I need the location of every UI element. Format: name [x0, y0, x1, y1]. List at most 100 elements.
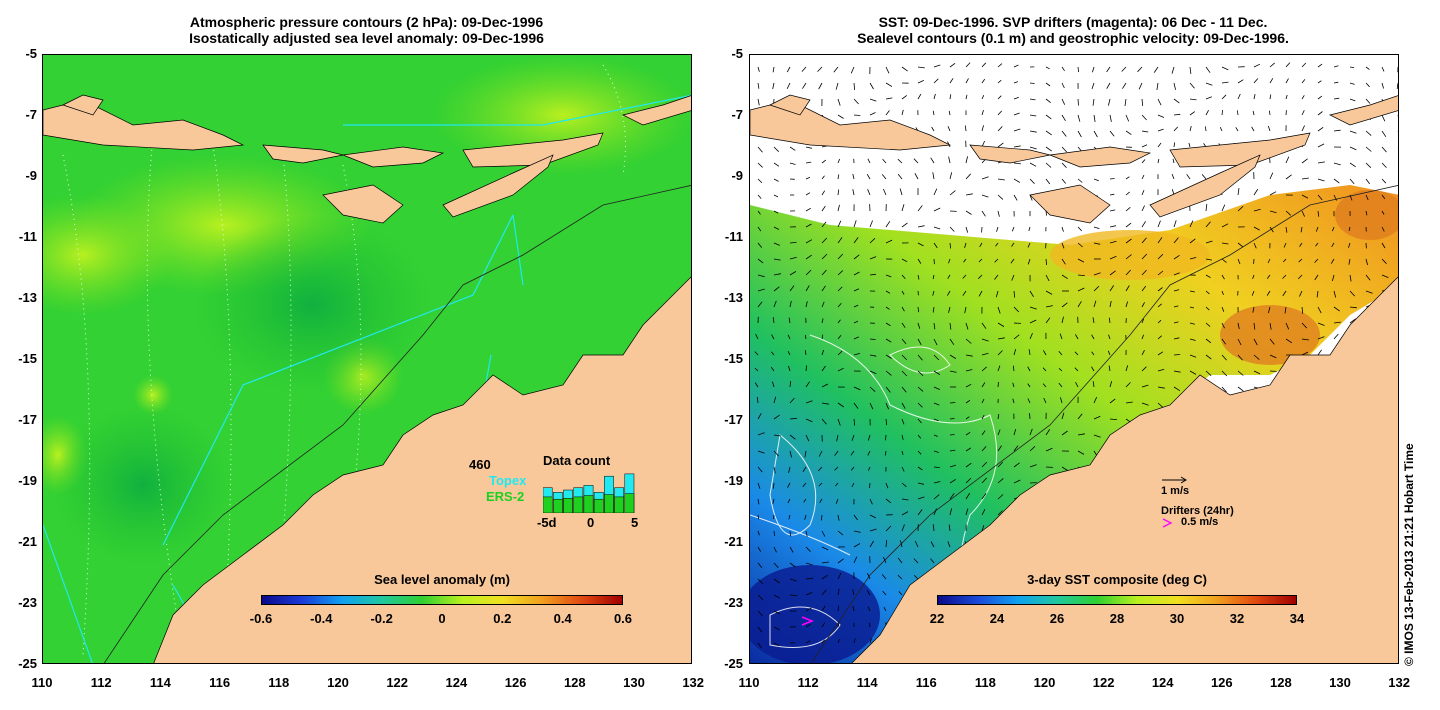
velocity-vector: [1298, 258, 1303, 263]
velocity-vector: [1027, 366, 1031, 372]
velocity-vector: [917, 306, 920, 313]
velocity-vector: [805, 418, 813, 423]
velocity-vector: [1058, 382, 1063, 388]
velocity-vector: [853, 271, 860, 276]
velocity-vector: [771, 334, 775, 340]
velocity-vector: [1237, 93, 1241, 100]
sst-colorbar: [937, 595, 1297, 605]
velocity-vector: [965, 431, 971, 436]
velocity-vector: [995, 290, 999, 298]
velocity-vector: [965, 369, 973, 372]
x-tick-label: 110: [738, 675, 760, 690]
velocity-vector: [1075, 334, 1079, 340]
colorbar-tick-label: 32: [1229, 611, 1245, 626]
velocity-vector: [1397, 563, 1398, 564]
velocity-vector: [1093, 415, 1101, 420]
velocity-vector: [948, 524, 951, 532]
velocity-vector: [1061, 302, 1068, 308]
velocity-vector: [757, 466, 763, 473]
velocity-vector: [1269, 78, 1274, 84]
velocity-vector: [965, 508, 969, 516]
velocity-vector: [1157, 158, 1160, 164]
velocity-vector: [933, 434, 938, 437]
velocity-vector: [787, 498, 791, 504]
velocity-vector: [996, 226, 999, 232]
velocity-vector: [933, 354, 940, 361]
velocity-vector: [805, 269, 812, 276]
velocity-vector: [837, 270, 844, 276]
velocity-vector: [754, 382, 759, 388]
velocity-vector: [948, 258, 951, 264]
velocity-vector: [1317, 63, 1323, 68]
y-tick-label: -5: [731, 46, 743, 61]
velocity-vector: [1253, 63, 1261, 68]
velocity-vector: [1029, 82, 1035, 84]
velocity-vector: [1397, 451, 1398, 452]
velocity-vector: [1253, 370, 1261, 375]
velocity-vector: [869, 256, 877, 260]
velocity-vector: [837, 253, 844, 260]
velocity-vector: [1266, 274, 1271, 279]
velocity-vector: [805, 546, 811, 552]
velocity-vector: [1189, 257, 1197, 260]
velocity-vector: [1027, 398, 1031, 404]
velocity-vector: [1237, 386, 1244, 392]
velocity-vector: [1125, 401, 1133, 404]
velocity-vector: [1349, 82, 1355, 85]
velocity-vector: [885, 274, 892, 278]
velocity-vector: [1109, 418, 1118, 420]
velocity-vector: [1109, 209, 1116, 212]
velocity-vector: [1173, 321, 1179, 324]
velocity-vector: [1315, 226, 1319, 232]
velocity-vector: [1141, 269, 1147, 276]
velocity-vector: [834, 466, 839, 471]
velocity-vector: [805, 400, 813, 404]
velocity-vector: [789, 397, 795, 404]
velocity-vector: [1029, 332, 1033, 340]
velocity-vector: [1109, 240, 1117, 244]
sst-colorbar-title: 3-day SST composite (deg C): [1027, 572, 1207, 587]
sea-level-anomaly-map[interactable]: Sea level anomaly (m) -0.6 -0.4 -0.2 0 0.2 0.…: [42, 54, 692, 664]
velocity-vector: [757, 274, 765, 278]
velocity-vector: [1317, 161, 1325, 164]
velocity-vector: [981, 352, 989, 356]
velocity-vector: [853, 418, 856, 426]
velocity-vector: [1141, 189, 1145, 196]
velocity-vector: [884, 450, 887, 456]
sst-map[interactable]: 1 m/s Drifters (24hr) 0.5 m/s 3-day SST …: [749, 54, 1399, 664]
velocity-vector: [1381, 194, 1386, 200]
velocity-vector: [837, 622, 840, 628]
velocity-vector: [965, 354, 973, 357]
velocity-vector: [757, 642, 762, 649]
velocity-vector: [917, 274, 920, 280]
velocity-vector: [805, 381, 810, 388]
velocity-vector: [1316, 290, 1319, 298]
velocity-vector: [805, 562, 813, 566]
velocity-vector: [1157, 270, 1164, 276]
velocity-vector: [901, 204, 905, 212]
velocity-vector: [885, 434, 887, 441]
velocity-vector: [837, 319, 841, 324]
velocity-vector: [1397, 227, 1398, 228]
imos-credit: © IMOS 13-Feb-2013 21:21 Hobart Time: [1402, 443, 1416, 666]
velocity-vector: [1029, 290, 1034, 298]
velocity-vector: [881, 574, 887, 580]
x-tick-label: 126: [1210, 675, 1233, 690]
velocity-vector: [997, 194, 1004, 200]
velocity-vector: [1381, 66, 1385, 72]
velocity-vector: [804, 450, 807, 458]
velocity-vector: [997, 210, 1000, 217]
velocity-vector: [853, 336, 859, 340]
velocity-vector: [1011, 242, 1015, 247]
velocity-vector: [901, 354, 908, 361]
velocity-vector: [1349, 130, 1357, 134]
velocity-vector: [981, 62, 987, 68]
velocity-vector: [1093, 300, 1097, 308]
velocity-vector: [1029, 306, 1037, 310]
velocity-vector: [1141, 130, 1149, 133]
velocity-vector: [1173, 98, 1180, 104]
velocity-vector: [949, 508, 953, 516]
velocity-vector: [913, 558, 919, 564]
velocity-vector: [773, 300, 777, 308]
velocity-vector: [821, 530, 826, 537]
